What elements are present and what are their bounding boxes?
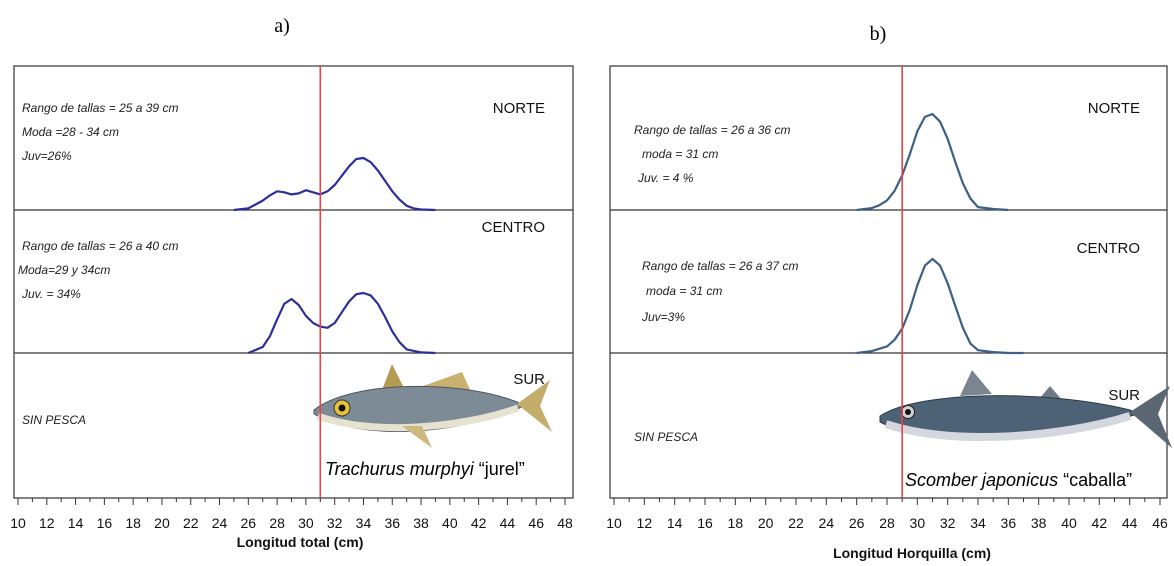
tail <box>517 380 552 432</box>
fish-pupil <box>905 409 911 415</box>
x-tick-label: 28 <box>269 515 285 531</box>
region-info: Juv=3% <box>641 310 685 324</box>
region-info: moda = 31 cm <box>646 284 722 298</box>
x-axis-title: Longitud Horquilla (cm) <box>833 545 991 561</box>
x-tick-label: 16 <box>697 515 713 531</box>
x-tick-label: 34 <box>970 515 986 531</box>
region-info: Juv. = 34% <box>21 287 81 301</box>
region-info: Moda=29 y 34cm <box>18 263 110 277</box>
x-tick-label: 36 <box>384 515 400 531</box>
panel-label: a) <box>274 15 290 37</box>
x-tick-label: 24 <box>212 515 228 531</box>
plot-frame <box>609 65 1168 499</box>
x-tick-label: 10 <box>10 515 26 531</box>
fin <box>402 426 432 448</box>
x-tick-label: 26 <box>849 515 865 531</box>
region-info: Rango de tallas = 26 a 36 cm <box>634 123 790 137</box>
tail <box>1130 386 1172 448</box>
fin <box>1040 386 1062 400</box>
x-tick-label: 14 <box>68 515 84 531</box>
x-tick-label: 36 <box>1001 515 1017 531</box>
panel-a: a) 10 12 14 16 18 20 22 24 26 28 30 32 34 36 38 40 42 44 46… <box>10 15 574 550</box>
region-info: SIN PESCA <box>634 430 698 444</box>
x-axis-title: Longitud total (cm) <box>237 534 364 550</box>
distribution-curve <box>233 156 436 212</box>
x-tick-label: 46 <box>1152 515 1168 531</box>
x-tick-label: 26 <box>241 515 257 531</box>
x-tick-label: 38 <box>1031 515 1047 531</box>
distribution-curve <box>856 257 1024 355</box>
region-info: SIN PESCA <box>22 413 86 427</box>
region-info: Juv. = 4 % <box>637 171 694 185</box>
region-info: Rango de tallas = 26 a 37 cm <box>642 259 798 273</box>
species-caption: Scomber japonicus “caballa” <box>905 470 1132 490</box>
region-label: SUR <box>1108 387 1140 404</box>
x-tick-label: 42 <box>471 515 487 531</box>
x-tick-label: 16 <box>97 515 113 531</box>
x-tick-label: 38 <box>413 515 429 531</box>
x-tick-label: 12 <box>637 515 653 531</box>
x-tick-label: 40 <box>1061 515 1077 531</box>
x-tick-label: 44 <box>500 515 516 531</box>
fish-illustration <box>879 370 1172 448</box>
panel-b: b) 10 12 14 16 18 20 22 24 26 28 30 32 34 36 38 40 42 44 46… <box>606 23 1172 561</box>
x-tick-label: 20 <box>758 515 774 531</box>
x-tick-label: 18 <box>728 515 744 531</box>
x-tick-label: 42 <box>1092 515 1108 531</box>
x-tick-label: 46 <box>528 515 544 531</box>
belly <box>884 412 1132 441</box>
x-tick-label: 34 <box>356 515 372 531</box>
region-label: SUR <box>513 371 545 388</box>
fin <box>960 370 992 396</box>
region-info: Rango de tallas = 26 a 40 cm <box>22 239 178 253</box>
x-tick-label: 28 <box>879 515 895 531</box>
x-tick-label: 40 <box>442 515 458 531</box>
distribution-curve <box>247 291 436 355</box>
x-tick-label: 48 <box>557 515 573 531</box>
x-tick-label: 18 <box>125 515 141 531</box>
region-label: CENTRO <box>1077 240 1140 257</box>
region-info: moda = 31 cm <box>642 147 718 161</box>
distribution-curve <box>856 112 1009 212</box>
x-tick-label: 30 <box>298 515 314 531</box>
fish-illustration <box>313 364 552 448</box>
species-caption: Trachurus murphyi “jurel” <box>325 459 525 479</box>
region-label: NORTE <box>493 100 545 117</box>
x-tick-label: 32 <box>327 515 343 531</box>
region-label: CENTRO <box>482 219 545 236</box>
fin <box>382 364 404 390</box>
fish-pupil <box>338 404 346 412</box>
plot-frame <box>13 65 574 499</box>
x-tick-label: 30 <box>910 515 926 531</box>
x-tick-label: 14 <box>667 515 683 531</box>
panel-label: b) <box>870 23 887 45</box>
x-tick-label: 22 <box>183 515 199 531</box>
region-info: Rango de tallas = 25 a 39 cm <box>22 101 178 115</box>
x-tick-label: 22 <box>788 515 804 531</box>
region-info: Juv=26% <box>21 149 72 163</box>
region-info: Moda =28 - 34 cm <box>22 125 119 139</box>
x-tick-label: 24 <box>819 515 835 531</box>
x-tick-label: 10 <box>606 515 622 531</box>
x-tick-label: 12 <box>39 515 55 531</box>
x-tick-label: 32 <box>940 515 956 531</box>
x-tick-label: 44 <box>1122 515 1138 531</box>
x-tick-label: 20 <box>154 515 170 531</box>
region-label: NORTE <box>1088 100 1140 117</box>
